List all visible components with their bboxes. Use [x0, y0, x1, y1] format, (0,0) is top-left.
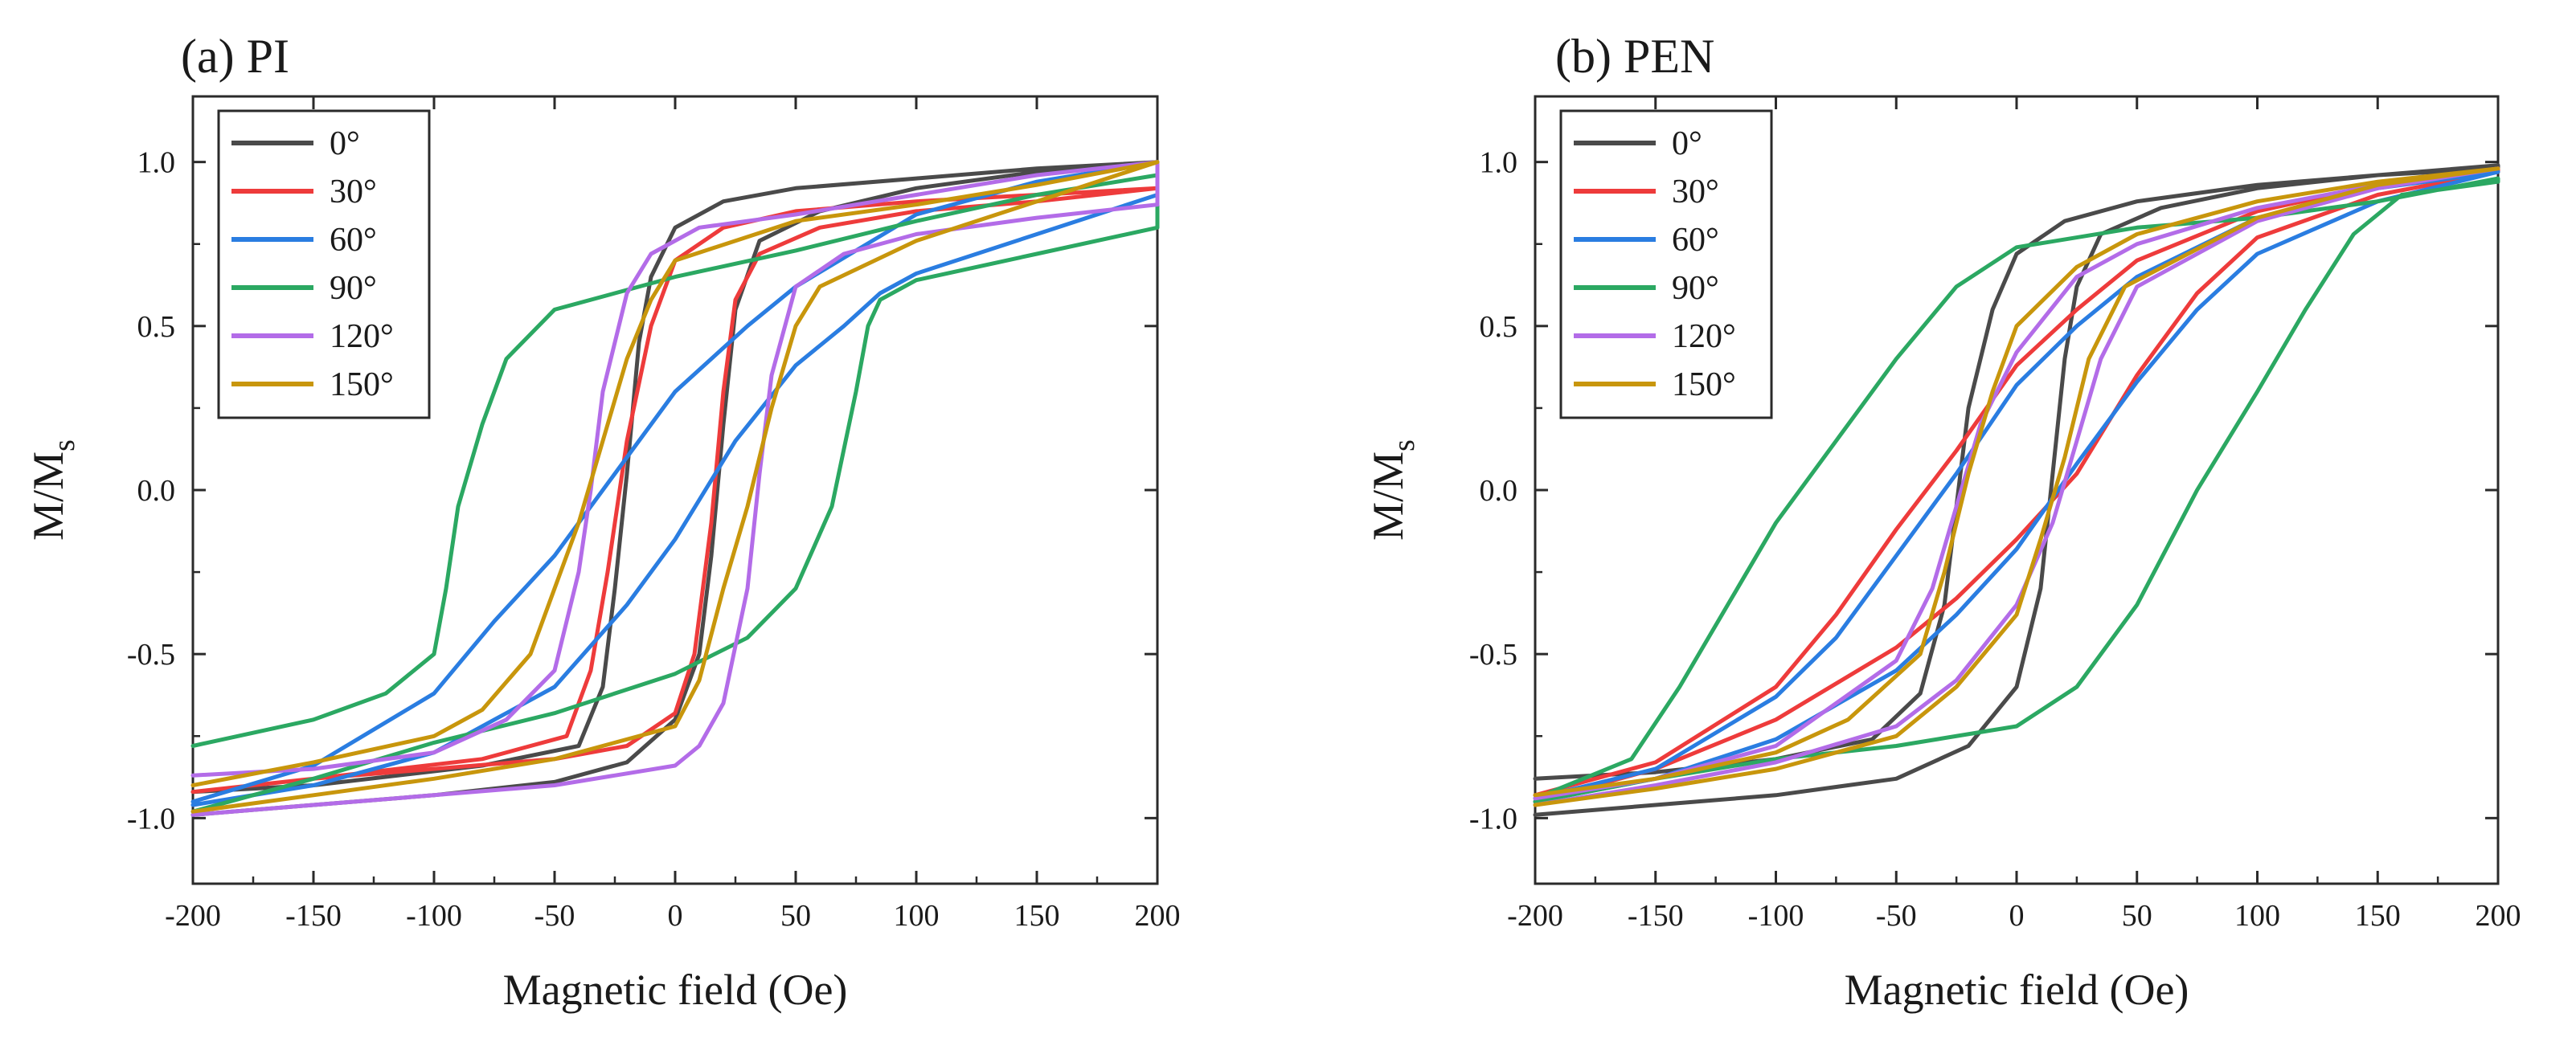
panel-a-x-tick-label: 200 [1135, 899, 1181, 933]
panel-b-series-line [1533, 176, 2500, 804]
panel-a-y-tick-label: 0.0 [137, 474, 176, 508]
panel-a-y-tick-label: 1.0 [137, 146, 176, 180]
panel-b-x-axis-title: Magnetic field (Oe) [1845, 966, 2189, 1014]
panel-b-legend-label: 30° [1672, 174, 1719, 210]
panel-b-legend-label: 150° [1672, 366, 1736, 403]
panel-a-x-tick-label: 150 [1014, 899, 1060, 933]
panel-b-x-tick-label: -50 [1876, 899, 1917, 933]
panel-b-legend-label: 90° [1672, 270, 1719, 307]
panel-b-y-axis-title: M/Ms [1364, 439, 1421, 541]
panel-a-y-axis-title-main: M/M [24, 451, 72, 541]
panel-a-y-tick-label: -0.5 [127, 638, 175, 672]
panel-a-x-tick-label: -50 [534, 899, 575, 933]
panel-b: (b) PEN -200 -150 -100 -50 0 50 100 150 200 -1.0 -0… [1364, 30, 2521, 1014]
panel-a-legend-label: 30° [330, 174, 377, 210]
panel-b-x-tick-label: -100 [1748, 899, 1804, 933]
panel-a-y-tick-label: 0.5 [137, 310, 176, 344]
panel-b-y-tick-label: -0.5 [1469, 638, 1517, 672]
panel-b-legend-label: 0° [1672, 125, 1702, 162]
panel-b-x-tick-label: 50 [2122, 899, 2152, 933]
panel-b-y-tick-label: 0.5 [1480, 310, 1518, 344]
panel-a-legend-label: 0° [330, 125, 360, 162]
panel-b-legend-label: 120° [1672, 318, 1736, 355]
panel-b-x-tick-label: -200 [1507, 899, 1563, 933]
panel-b-x-tick-label: -150 [1628, 899, 1684, 933]
panel-a-x-axis-title: Magnetic field (Oe) [503, 966, 848, 1014]
panel-b-legend [1559, 109, 1773, 419]
panel-a-x-tick-label: -200 [165, 899, 221, 933]
panel-a-y-tick-label: -1.0 [127, 802, 175, 836]
panel-b-series-line [1533, 166, 2500, 807]
panel-a-title: (a) PI [181, 30, 289, 83]
panel-b-y-tick-label: 0.0 [1480, 474, 1518, 508]
panel-a-legend-label: 120° [330, 318, 394, 355]
panel-b-legend-label: 60° [1672, 222, 1719, 259]
panel-b-x-tick-label: 200 [2476, 899, 2521, 933]
panel-a-x-tick-label: -150 [285, 899, 342, 933]
panel-a-legend-label: 150° [330, 366, 394, 403]
panel-b-x-tick-label: 0 [2009, 899, 2025, 933]
panel-a-legend [217, 109, 431, 419]
panel-a-x-tick-label: 100 [894, 899, 940, 933]
panel-b-y-axis-title-main: M/M [1364, 451, 1412, 541]
panel-a-legend-label: 60° [330, 222, 377, 259]
panel-a-series-line [190, 160, 1160, 817]
panel-a-series-line [190, 186, 1160, 795]
panel-b-title: (b) PEN [1555, 30, 1714, 83]
panel-a-y-axis-title-sub: s [47, 439, 81, 451]
panel-a-x-tick-label: -100 [406, 899, 462, 933]
panel-a: (a) PI -200 -150 -100 -50 0 50 100 150 200 -1.0 -0.… [24, 30, 1181, 1014]
panel-b-y-tick-label: 1.0 [1480, 146, 1518, 180]
panel-b-series-line [1533, 170, 2500, 804]
panel-a-x-tick-label: 0 [668, 899, 683, 933]
panel-a-series-line [190, 160, 1160, 814]
panel-a-y-axis-title: M/Ms [24, 439, 81, 541]
panel-a-legend-label: 90° [330, 270, 377, 307]
panel-b-x-tick-label: 100 [2234, 899, 2280, 933]
panel-b-y-axis-title-sub: s [1387, 439, 1421, 451]
panel-a-x-tick-label: 50 [780, 899, 811, 933]
panel-b-y-tick-label: -1.0 [1469, 802, 1517, 836]
panel-b-x-tick-label: 150 [2355, 899, 2401, 933]
